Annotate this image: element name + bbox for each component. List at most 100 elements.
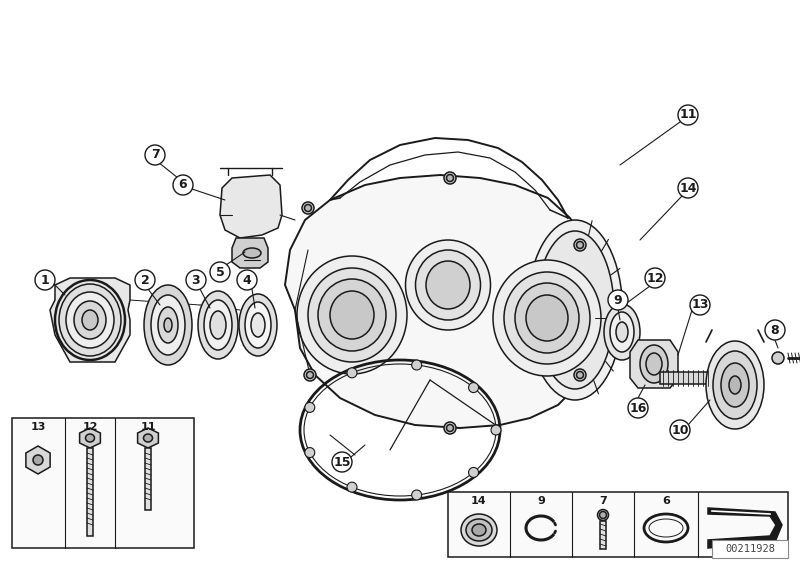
Ellipse shape <box>82 310 98 330</box>
Polygon shape <box>708 508 782 548</box>
Ellipse shape <box>640 345 668 383</box>
Ellipse shape <box>604 304 640 360</box>
Circle shape <box>670 420 690 440</box>
Circle shape <box>347 482 357 492</box>
Ellipse shape <box>526 295 568 341</box>
Ellipse shape <box>599 512 606 518</box>
Bar <box>712 540 788 558</box>
Bar <box>12 418 194 548</box>
Bar <box>448 492 788 557</box>
Ellipse shape <box>472 524 486 536</box>
Polygon shape <box>80 428 100 448</box>
Polygon shape <box>26 446 50 474</box>
Circle shape <box>690 295 710 315</box>
Text: 8: 8 <box>770 324 779 337</box>
Ellipse shape <box>297 256 407 374</box>
Ellipse shape <box>706 341 764 429</box>
Polygon shape <box>630 340 678 388</box>
Ellipse shape <box>164 318 172 332</box>
Bar <box>87 448 93 536</box>
Ellipse shape <box>151 295 185 355</box>
Ellipse shape <box>210 311 226 339</box>
Ellipse shape <box>239 294 277 356</box>
Ellipse shape <box>245 302 271 348</box>
Ellipse shape <box>536 231 614 389</box>
Text: 4: 4 <box>242 273 251 286</box>
Circle shape <box>469 468 478 478</box>
Ellipse shape <box>721 363 749 407</box>
Ellipse shape <box>86 434 94 442</box>
Text: 1: 1 <box>41 273 50 286</box>
Text: 14: 14 <box>679 182 697 195</box>
Circle shape <box>173 175 193 195</box>
Ellipse shape <box>243 248 261 258</box>
Circle shape <box>412 360 422 370</box>
Polygon shape <box>138 428 158 448</box>
Ellipse shape <box>772 352 784 364</box>
Text: 5: 5 <box>216 265 224 278</box>
Ellipse shape <box>444 422 456 434</box>
Ellipse shape <box>406 240 490 330</box>
Text: 7: 7 <box>599 496 607 506</box>
Ellipse shape <box>515 283 579 353</box>
Ellipse shape <box>574 239 586 251</box>
Polygon shape <box>285 175 595 428</box>
Text: 11: 11 <box>140 422 156 432</box>
Ellipse shape <box>527 220 622 400</box>
Ellipse shape <box>577 371 583 379</box>
Circle shape <box>186 270 206 290</box>
Ellipse shape <box>446 424 454 431</box>
Text: 16: 16 <box>630 401 646 414</box>
Circle shape <box>628 398 648 418</box>
Text: 13: 13 <box>30 422 46 432</box>
Circle shape <box>347 368 357 378</box>
Ellipse shape <box>33 455 43 465</box>
Ellipse shape <box>426 261 470 309</box>
Text: 11: 11 <box>679 109 697 122</box>
Text: 9: 9 <box>537 496 545 506</box>
Bar <box>660 372 718 384</box>
Circle shape <box>608 290 628 310</box>
Ellipse shape <box>466 519 492 541</box>
Text: 13: 13 <box>691 298 709 311</box>
Circle shape <box>332 452 352 472</box>
Ellipse shape <box>158 307 178 343</box>
Text: 6: 6 <box>178 178 187 191</box>
Circle shape <box>145 145 165 165</box>
Ellipse shape <box>144 285 192 365</box>
Ellipse shape <box>66 292 114 348</box>
Text: 10: 10 <box>671 423 689 436</box>
Text: 15: 15 <box>334 456 350 469</box>
Ellipse shape <box>504 272 590 364</box>
Bar <box>600 521 606 549</box>
Ellipse shape <box>251 313 265 337</box>
Ellipse shape <box>493 260 601 376</box>
Text: 9: 9 <box>614 294 622 307</box>
Polygon shape <box>220 175 282 238</box>
Text: 3: 3 <box>192 273 200 286</box>
Ellipse shape <box>444 172 456 184</box>
Ellipse shape <box>204 300 232 350</box>
Ellipse shape <box>59 284 121 356</box>
Ellipse shape <box>646 353 662 375</box>
Text: 2: 2 <box>141 273 150 286</box>
Bar <box>145 448 151 510</box>
Polygon shape <box>50 278 130 362</box>
Circle shape <box>645 268 665 288</box>
Ellipse shape <box>308 268 396 362</box>
Ellipse shape <box>330 291 374 339</box>
Ellipse shape <box>304 369 316 381</box>
Circle shape <box>210 262 230 282</box>
Ellipse shape <box>415 250 481 320</box>
Circle shape <box>678 105 698 125</box>
Text: 7: 7 <box>150 148 159 161</box>
Ellipse shape <box>461 514 497 546</box>
Circle shape <box>412 490 422 500</box>
Text: 12: 12 <box>82 422 98 432</box>
Ellipse shape <box>446 174 454 182</box>
Circle shape <box>135 270 155 290</box>
Ellipse shape <box>616 322 628 342</box>
Ellipse shape <box>306 371 314 379</box>
Text: 6: 6 <box>662 496 670 506</box>
Ellipse shape <box>610 312 634 352</box>
